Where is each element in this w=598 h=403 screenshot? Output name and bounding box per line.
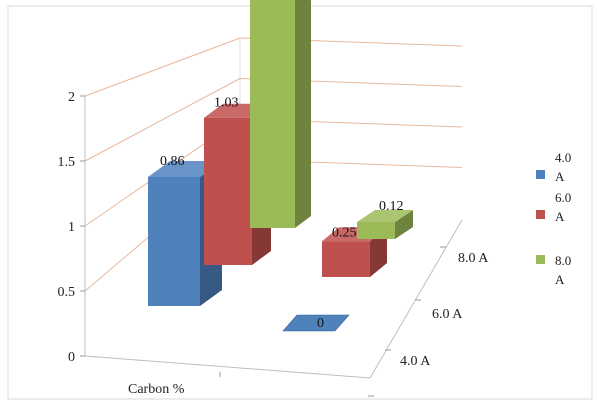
y-tick-label: 1 [68,220,75,235]
legend-swatch-green [536,255,545,264]
depth-label-4-0-a: 4.0 A [400,354,431,369]
x-axis-label: Carbon % [128,382,185,397]
legend-swatch-red [536,210,545,219]
legend-label-6-0: 6.0 [555,190,571,205]
data-label-4: 0.25 [332,225,357,240]
bar-front-face [148,177,200,306]
data-label-5: 0.12 [379,199,404,214]
legend-label-4-0-unit: A [555,169,565,184]
y-tick-label: 0 [68,350,75,365]
data-labels: 0.861.031.6200.250.12 [160,96,404,331]
bar-3 [282,314,350,332]
bar-front-face [357,221,395,239]
bar-front-face [204,117,252,266]
bar-front-face [250,0,295,228]
legend-swatch-blue [536,170,545,179]
bar-5 [357,209,413,239]
bar-side-face [370,227,387,277]
legend-label-6-0-unit: A [555,209,565,224]
bars [148,0,413,332]
bar-2 [250,0,311,228]
bar-front-face [322,241,370,277]
bar-side-face [295,0,311,228]
bar-top-face [148,161,222,177]
data-label-0: 0.86 [160,154,185,169]
y-tick-label: 2 [68,90,75,105]
y-axis-tick-labels: 0 0.5 1 1.5 2 [58,90,76,365]
floor-front-edge [84,355,371,379]
y-tick-label: 1.5 [58,155,76,170]
bar-side-face [395,209,413,239]
gridline-left [84,37,241,97]
data-label-3: 0 [317,316,324,331]
legend-label-8-0: 8.0 [555,253,571,268]
legend-label-8-0-unit: A [555,272,565,287]
data-label-1: 1.03 [214,96,239,111]
y-tick-label: 0.5 [58,285,76,300]
floor-right-edge [369,219,463,379]
bar-0 [148,161,222,306]
bar-top-face [282,314,350,332]
depth-label-6-0-a: 6.0 A [432,307,463,322]
bar-top-face [357,209,413,222]
legend-label-4-0: 4.0 [555,150,571,165]
depth-axis-labels: 8.0 A 6.0 A 4.0 A [219,246,489,397]
depth-label-8-0-a: 8.0 A [458,251,489,266]
legend: 4.0 A 6.0 A 8.0 A [536,150,571,287]
gridline-left [84,78,241,162]
